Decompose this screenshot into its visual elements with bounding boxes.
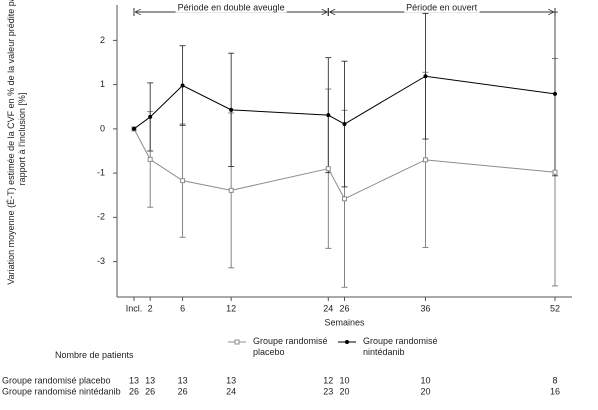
patient-count: 26 <box>178 386 188 396</box>
y-tick-label: -3 <box>97 256 105 266</box>
point <box>342 196 347 202</box>
point <box>180 178 186 184</box>
x-tick-label: 2 <box>148 303 153 313</box>
patient-count: 8 <box>552 375 557 385</box>
x-tick-label: 6 <box>180 303 185 313</box>
point <box>229 107 234 112</box>
point <box>147 156 153 162</box>
legend-marker <box>234 339 240 345</box>
y-tick-label: 1 <box>100 79 105 89</box>
x-tick-label: 52 <box>550 303 560 313</box>
patient-count: 13 <box>178 375 188 385</box>
series-line <box>133 75 556 130</box>
row-label: Groupe randomisé nintédanib <box>2 386 121 396</box>
x-axis-label: Semaines <box>324 317 365 327</box>
y-tick-label: -1 <box>97 167 105 177</box>
point <box>342 122 347 127</box>
x-tick-label: 26 <box>339 303 349 313</box>
patient-count: 13 <box>226 375 236 385</box>
legend-label: Groupe randomisé placebo <box>253 336 328 357</box>
point <box>422 157 428 163</box>
patient-count: 26 <box>129 386 139 396</box>
period-label-bg <box>404 2 480 13</box>
patient-count: 20 <box>339 386 349 396</box>
patient-count: 12 <box>323 375 333 385</box>
patient-count: 23 <box>323 386 333 396</box>
patient-count: 26 <box>145 386 155 396</box>
x-tick-label: 12 <box>226 303 236 313</box>
point <box>423 74 428 79</box>
patient-count: 13 <box>129 375 139 385</box>
period-label: Période en ouvert <box>406 2 478 12</box>
legend-label: Groupe randomisé nintédanib <box>363 336 438 357</box>
y-tick-label: 2 <box>100 35 105 45</box>
y-axis-label: Variation moyenne (É-T) estimée de la CV… <box>6 0 27 285</box>
point <box>326 113 331 118</box>
point <box>228 187 234 193</box>
row-label: Groupe randomisé placebo <box>2 375 111 385</box>
patients-title: Nombre de patients <box>55 350 134 360</box>
series-line <box>133 128 556 200</box>
x-tick-label: Incl. <box>126 303 143 313</box>
y-tick-label: 0 <box>100 123 105 133</box>
y-tick-label: -2 <box>97 212 105 222</box>
point <box>552 169 558 175</box>
legend-marker <box>345 340 349 344</box>
patient-count: 16 <box>550 386 560 396</box>
point <box>180 83 185 88</box>
patient-count: 10 <box>339 375 349 385</box>
x-tick-label: 24 <box>323 303 333 313</box>
period-label: Période en double aveugle <box>178 2 285 12</box>
point <box>325 166 331 172</box>
point <box>148 114 153 119</box>
period-label-bg <box>175 2 287 13</box>
point <box>132 126 137 131</box>
patient-count: 10 <box>420 375 430 385</box>
patient-count: 24 <box>226 386 236 396</box>
x-tick-label: 36 <box>420 303 430 313</box>
point <box>552 91 557 96</box>
patient-count: 13 <box>145 375 155 385</box>
patient-count: 20 <box>420 386 430 396</box>
